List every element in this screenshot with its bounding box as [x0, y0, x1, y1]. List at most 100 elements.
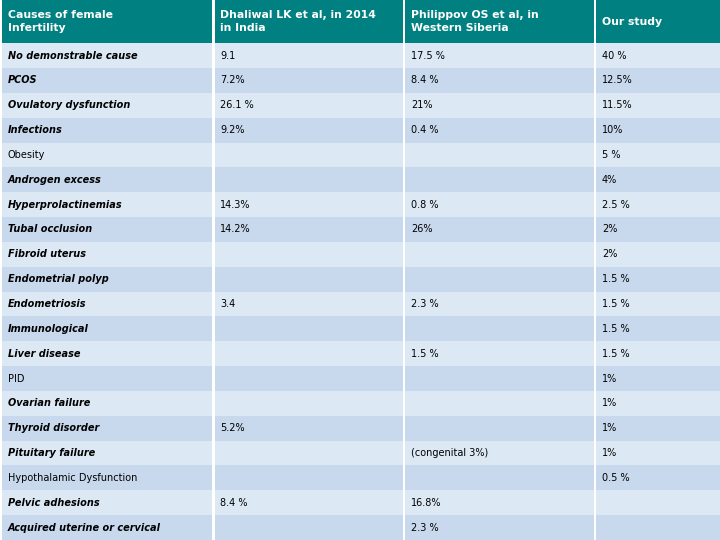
Bar: [215, 167, 403, 192]
Text: Hyperprolactinemias: Hyperprolactinemias: [8, 200, 122, 210]
Bar: [2, 167, 212, 192]
Bar: [405, 167, 594, 192]
Bar: [596, 68, 720, 93]
Text: 26%: 26%: [411, 225, 433, 234]
Text: 7.2%: 7.2%: [220, 76, 245, 85]
Bar: [215, 267, 403, 292]
Bar: [596, 43, 720, 68]
Bar: [215, 217, 403, 242]
Text: 2.3 %: 2.3 %: [411, 299, 438, 309]
Text: 4%: 4%: [602, 175, 617, 185]
Text: 2.3 %: 2.3 %: [411, 523, 438, 532]
Bar: [405, 391, 594, 416]
Text: Hypothalamic Dysfunction: Hypothalamic Dysfunction: [8, 473, 138, 483]
Bar: [215, 366, 403, 391]
Text: 26.1 %: 26.1 %: [220, 100, 254, 110]
Bar: [596, 515, 720, 540]
Text: Philippov OS et al, in
Western Siberia: Philippov OS et al, in Western Siberia: [411, 10, 539, 33]
Bar: [2, 217, 212, 242]
Text: 2%: 2%: [602, 225, 617, 234]
Text: Endometrial polyp: Endometrial polyp: [8, 274, 109, 284]
Text: Acquired uterine or cervical: Acquired uterine or cervical: [8, 523, 161, 532]
Text: Liver disease: Liver disease: [8, 349, 81, 359]
Bar: [596, 391, 720, 416]
Bar: [2, 93, 212, 118]
Text: Causes of female
Infertility: Causes of female Infertility: [8, 10, 113, 33]
Bar: [215, 316, 403, 341]
Text: 0.5 %: 0.5 %: [602, 473, 629, 483]
Bar: [405, 416, 594, 441]
Bar: [405, 490, 594, 515]
Text: 5 %: 5 %: [602, 150, 621, 160]
Bar: [2, 292, 212, 316]
Bar: [215, 192, 403, 217]
Text: Tubal occlusion: Tubal occlusion: [8, 225, 92, 234]
Bar: [215, 416, 403, 441]
Text: 14.3%: 14.3%: [220, 200, 251, 210]
Bar: [215, 341, 403, 366]
Bar: [405, 515, 594, 540]
Text: 1.5 %: 1.5 %: [602, 349, 629, 359]
Bar: [405, 441, 594, 465]
Text: Pituitary failure: Pituitary failure: [8, 448, 95, 458]
Text: 3.4: 3.4: [220, 299, 235, 309]
Bar: [405, 292, 594, 316]
Bar: [405, 267, 594, 292]
Bar: [596, 93, 720, 118]
Bar: [596, 167, 720, 192]
Bar: [2, 43, 212, 68]
Text: Thyroid disorder: Thyroid disorder: [8, 423, 99, 433]
Text: PID: PID: [8, 374, 24, 383]
Bar: [596, 0, 720, 43]
Bar: [405, 366, 594, 391]
Text: 10%: 10%: [602, 125, 624, 135]
Bar: [596, 118, 720, 143]
Bar: [405, 93, 594, 118]
Bar: [215, 490, 403, 515]
Bar: [215, 93, 403, 118]
Bar: [596, 416, 720, 441]
Bar: [2, 192, 212, 217]
Bar: [596, 267, 720, 292]
Bar: [2, 341, 212, 366]
Text: 16.8%: 16.8%: [411, 498, 441, 508]
Bar: [2, 118, 212, 143]
Text: 1.5 %: 1.5 %: [411, 349, 438, 359]
Text: 17.5 %: 17.5 %: [411, 51, 445, 60]
Text: 9.2%: 9.2%: [220, 125, 245, 135]
Bar: [2, 391, 212, 416]
Text: Ovulatory dysfunction: Ovulatory dysfunction: [8, 100, 130, 110]
Bar: [596, 490, 720, 515]
Text: 8.4 %: 8.4 %: [220, 498, 248, 508]
Text: Dhaliwal LK et al, in 2014
in India: Dhaliwal LK et al, in 2014 in India: [220, 10, 376, 33]
Bar: [2, 465, 212, 490]
Text: Fibroid uterus: Fibroid uterus: [8, 249, 86, 259]
Text: Pelvic adhesions: Pelvic adhesions: [8, 498, 99, 508]
Text: Obesity: Obesity: [8, 150, 45, 160]
Text: 9.1: 9.1: [220, 51, 235, 60]
Text: 2%: 2%: [602, 249, 617, 259]
Bar: [596, 192, 720, 217]
Text: 2.5 %: 2.5 %: [602, 200, 630, 210]
Bar: [215, 465, 403, 490]
Bar: [215, 292, 403, 316]
Text: PCOS: PCOS: [8, 76, 37, 85]
Text: 14.2%: 14.2%: [220, 225, 251, 234]
Text: 8.4 %: 8.4 %: [411, 76, 438, 85]
Bar: [2, 267, 212, 292]
Bar: [2, 68, 212, 93]
Bar: [596, 217, 720, 242]
Text: Infections: Infections: [8, 125, 63, 135]
Bar: [215, 441, 403, 465]
Bar: [405, 192, 594, 217]
Bar: [2, 441, 212, 465]
Bar: [596, 143, 720, 167]
Bar: [215, 43, 403, 68]
Text: 5.2%: 5.2%: [220, 423, 245, 433]
Bar: [405, 43, 594, 68]
Text: No demonstrable cause: No demonstrable cause: [8, 51, 138, 60]
Bar: [2, 416, 212, 441]
Text: Endometriosis: Endometriosis: [8, 299, 86, 309]
Bar: [215, 118, 403, 143]
Text: 1%: 1%: [602, 448, 617, 458]
